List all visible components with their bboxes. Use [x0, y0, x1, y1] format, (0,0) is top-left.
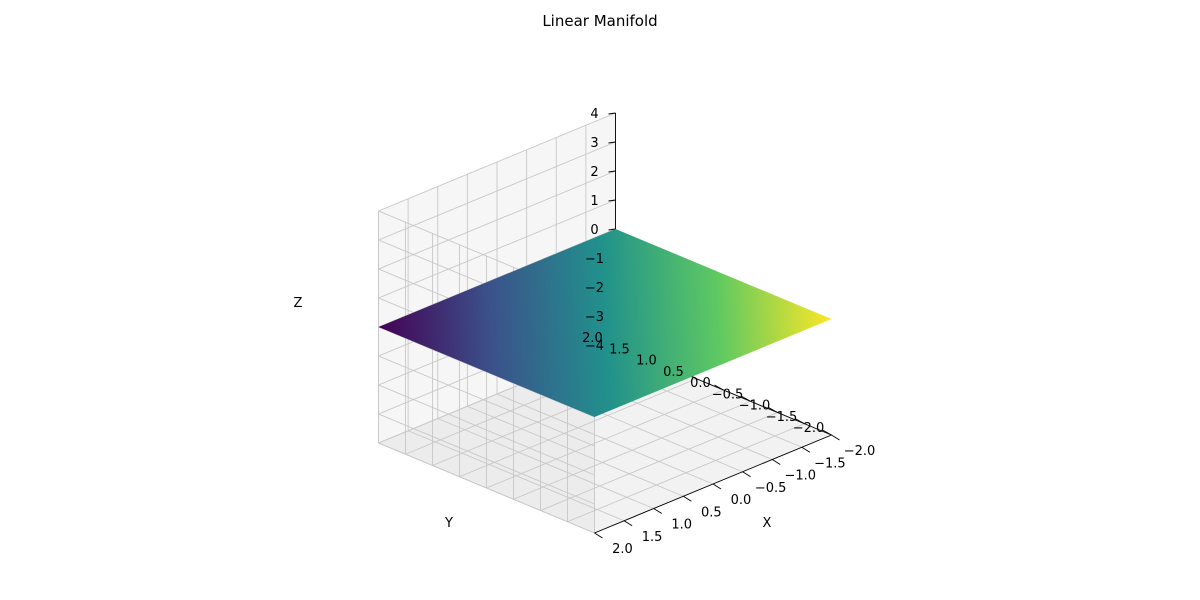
x-tick	[594, 532, 603, 539]
grid-wall-z-b	[378, 112, 616, 212]
y-tick-label: 0.5	[663, 365, 684, 380]
z-tick	[608, 112, 616, 115]
x-tick-label: 0.5	[701, 505, 722, 520]
y-axis-label: Y	[444, 516, 453, 531]
grid-wall-z-a	[378, 442, 595, 534]
chart-title: Linear Manifold	[542, 12, 658, 30]
x-tick	[712, 483, 722, 490]
x-tick-label: 0.0	[731, 493, 752, 508]
grid-floor-y	[513, 400, 751, 500]
y-tick-label: −2.0	[793, 421, 825, 436]
x-tick-label: −1.5	[814, 456, 846, 471]
grid-floor-y	[567, 423, 805, 523]
grid-floor-y	[540, 412, 778, 511]
y-tick-label: 1.5	[609, 342, 630, 357]
y-tick	[822, 429, 832, 436]
x-tick	[653, 508, 662, 514]
y-tick	[741, 395, 751, 402]
x-tick-label: 1.0	[671, 518, 692, 533]
y-tick	[768, 407, 778, 413]
z-tick	[608, 170, 616, 173]
z-tick-label: 2	[590, 165, 598, 180]
z-tick-label: −1	[585, 252, 604, 267]
z-tick-label: 3	[590, 136, 598, 151]
grid-wall-z-b	[378, 141, 616, 241]
x-tick-label: 1.5	[642, 530, 663, 545]
surface-layer	[378, 229, 832, 417]
y-tick-label: −1.0	[739, 399, 771, 414]
y-tick-label: −1.5	[766, 410, 798, 425]
grid-wall-z-a	[378, 384, 595, 476]
z-tick	[608, 141, 616, 144]
grid-floor-y	[486, 389, 724, 489]
y-tick-label: 1.0	[636, 354, 657, 369]
x-tick	[623, 520, 633, 527]
x-tick	[801, 446, 811, 453]
axis-labels: −2.0−1.5−1.0−0.50.00.51.01.52.0−2.0−1.5−…	[294, 107, 876, 557]
x-tick-label: 2.0	[612, 542, 633, 557]
x-tick-label: −1.0	[784, 469, 816, 484]
y-tick	[714, 384, 724, 391]
z-tick	[608, 228, 616, 231]
y-tick-label: 2.0	[582, 331, 603, 346]
x-tick	[831, 434, 840, 441]
z-tick-label: 0	[590, 223, 598, 238]
z-tick-label: −4	[585, 339, 604, 354]
grid-wall-z-b	[378, 170, 616, 270]
x-tick-label: −0.5	[755, 481, 787, 496]
x-tick	[772, 459, 781, 465]
z-axis-label: Z	[294, 296, 303, 311]
z-tick-label: 1	[590, 194, 598, 209]
grid-wall-z-a	[378, 413, 595, 505]
grid-wall-z-b	[378, 199, 616, 299]
grid-floor-y	[459, 378, 697, 478]
z-tick-label: −3	[585, 310, 604, 325]
x-tick-label: −2.0	[844, 444, 876, 459]
z-tick	[608, 199, 616, 202]
y-tick-label: 0.0	[690, 376, 711, 391]
grid-wall-z-a	[378, 355, 595, 447]
z-tick-label: −2	[585, 281, 604, 296]
z-tick-label: 4	[590, 107, 598, 122]
x-axis-label: X	[763, 516, 772, 531]
x-tick	[742, 471, 751, 478]
linear-manifold-surface	[378, 229, 832, 417]
x-tick	[683, 495, 692, 502]
y-tick-label: −0.5	[712, 387, 744, 402]
y-tick	[795, 418, 805, 425]
